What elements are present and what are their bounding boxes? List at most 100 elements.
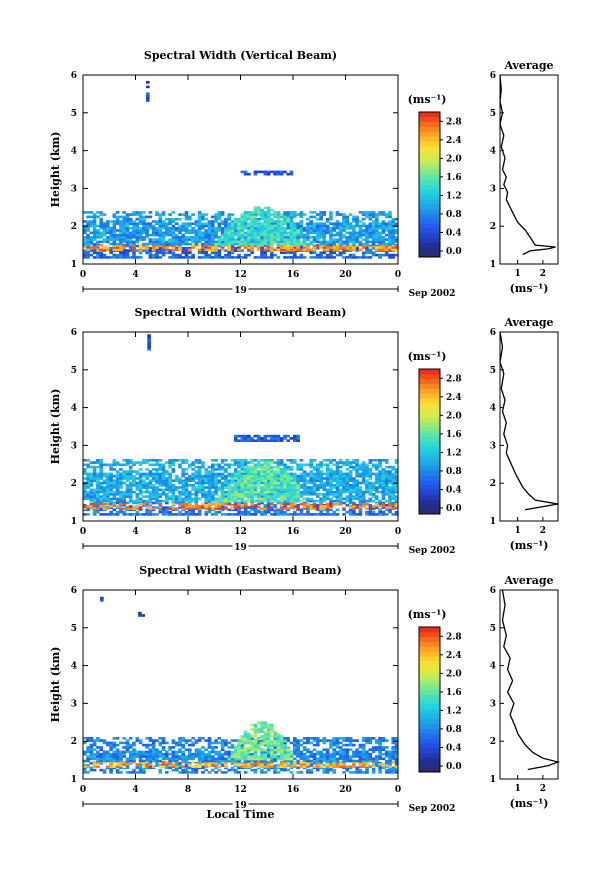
heatmap-cell — [112, 493, 117, 496]
heatmap-cell — [145, 229, 149, 232]
heatmap-cell — [122, 513, 126, 516]
heatmap-cell — [286, 477, 290, 480]
heatmap-cell — [293, 481, 297, 485]
heatmap-cell — [253, 474, 258, 478]
heatmap-cell — [106, 463, 110, 467]
heatmap-cell — [165, 242, 169, 246]
heatmap-cell — [250, 508, 254, 512]
colorbar-segment — [419, 460, 440, 467]
heatmap-cell — [115, 755, 120, 758]
heatmap-cell — [161, 513, 166, 516]
heatmap-cell — [368, 256, 373, 259]
heatmap-cell — [220, 222, 225, 225]
heatmap-cell — [115, 474, 120, 478]
heatmap-cell — [155, 752, 159, 756]
heatmap-cell — [201, 502, 205, 506]
heatmap-cell — [391, 240, 395, 244]
heatmap-cell — [365, 238, 369, 241]
heatmap-cell — [384, 248, 389, 252]
heatmap-cell — [286, 513, 290, 516]
heatmap-cell — [260, 247, 264, 250]
heatmap-cell — [256, 510, 261, 514]
heatmap-cell — [125, 222, 130, 225]
heatmap-cell — [201, 236, 205, 239]
heatmap-cell — [178, 213, 182, 216]
heatmap-cell — [306, 493, 310, 496]
heatmap-cell — [211, 233, 215, 237]
heatmap-cell — [227, 499, 231, 503]
average-profile-line — [499, 74, 556, 256]
heatmap-cell — [142, 484, 146, 487]
heatmap-cell — [283, 233, 287, 237]
heatmap-cell — [165, 766, 169, 770]
heatmap-cell — [348, 231, 353, 235]
heatmap-cell — [325, 763, 330, 766]
heatmap-cell — [122, 741, 126, 745]
heatmap-cell — [214, 497, 218, 501]
heatmap-cell — [128, 493, 133, 496]
heatmap-cell — [165, 246, 169, 249]
heatmap-cell — [338, 244, 343, 248]
heatmap-cell — [296, 236, 300, 239]
heatmap-cell — [243, 763, 248, 766]
heatmap-cell — [237, 459, 241, 462]
heatmap-cell — [276, 434, 281, 438]
heatmap-cell — [256, 439, 261, 442]
heatmap-cell — [92, 752, 97, 756]
heatmap-cell — [86, 222, 90, 225]
heatmap-cell — [352, 233, 356, 237]
heatmap-cell — [358, 504, 363, 507]
x-tick-label: 16 — [287, 527, 300, 537]
heatmap-cell — [132, 750, 136, 754]
heatmap-cell — [83, 220, 87, 223]
heatmap-cell — [214, 510, 218, 514]
heatmap-cell — [384, 486, 389, 489]
heatmap-cell — [191, 765, 195, 768]
heatmap-cell — [329, 215, 333, 219]
heatmap-cell — [365, 468, 369, 471]
heatmap-cell — [106, 513, 110, 516]
heatmap-cell — [270, 256, 274, 259]
heatmap-cell — [322, 251, 327, 255]
heatmap-cell — [119, 238, 123, 241]
heatmap-cell — [352, 481, 356, 485]
heatmap-cell — [279, 437, 284, 440]
heatmap-cell — [86, 256, 90, 259]
heatmap-cell — [138, 474, 143, 478]
heatmap-cell — [158, 759, 163, 763]
heatmap-cell — [237, 470, 241, 473]
heatmap-cell — [83, 750, 87, 754]
heatmap-cell — [220, 495, 225, 498]
heatmap-cell — [138, 211, 143, 214]
heatmap-cell — [352, 490, 356, 494]
heatmap-cell — [289, 477, 294, 480]
heatmap-cell — [286, 499, 290, 503]
heatmap-cell — [325, 465, 330, 469]
heatmap-cell — [381, 220, 386, 223]
heatmap-cell — [168, 256, 172, 259]
heatmap-cell — [184, 236, 189, 239]
heatmap-cell — [197, 468, 202, 471]
heatmap-cell — [184, 224, 189, 228]
heatmap-cell — [96, 501, 100, 505]
heatmap-cell — [250, 472, 254, 476]
heatmap-cell — [165, 757, 169, 761]
heatmap-cell — [191, 238, 195, 241]
heatmap-cell — [391, 490, 395, 494]
heatmap-cell — [151, 224, 156, 228]
heatmap-cell — [145, 227, 149, 230]
heatmap-cell — [253, 172, 258, 176]
colorbar-segment — [419, 194, 440, 200]
heatmap-cell — [286, 763, 290, 766]
heatmap-cell — [355, 215, 359, 219]
average-x-label: (ms⁻¹) — [510, 539, 549, 552]
heatmap-cell — [332, 246, 336, 249]
heatmap-cell — [109, 220, 113, 223]
heatmap-cell — [293, 760, 297, 764]
heatmap-cell — [279, 502, 284, 506]
heatmap-cell — [260, 251, 264, 255]
heatmap-cell — [220, 764, 225, 767]
heatmap-cell — [391, 227, 395, 230]
heatmap-cell — [335, 461, 340, 464]
heatmap-cell — [279, 213, 284, 216]
